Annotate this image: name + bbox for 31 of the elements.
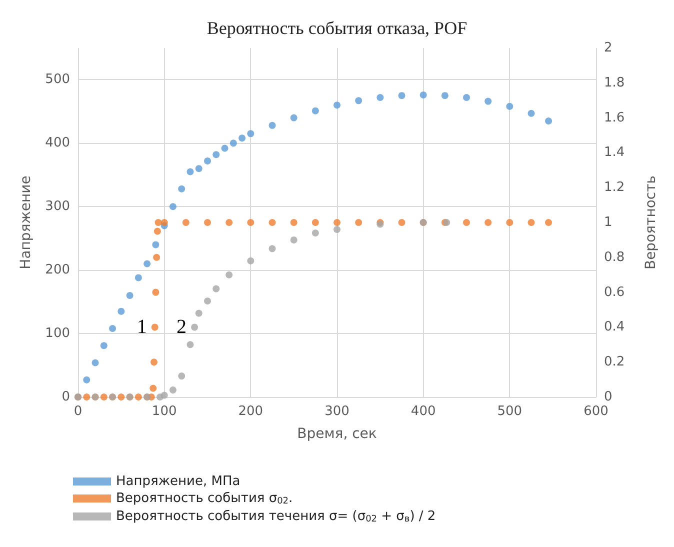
x-tick-label: 400 (410, 404, 436, 419)
chart-title: Вероятность события отказа, POF (206, 18, 468, 38)
y2-tick-label: 1.2 (604, 180, 625, 196)
legend-label: Напряжение, МПа (116, 474, 240, 489)
annotation: 2 (176, 316, 187, 338)
y2-tick-label: 1.8 (604, 75, 625, 90)
y-tick-label: 0 (62, 390, 70, 404)
x-tick-label: 500 (497, 404, 522, 419)
x-tick-label: 0 (74, 404, 82, 419)
y2-tick-label: 0 (604, 390, 612, 404)
y-tick-label: 400 (45, 136, 70, 151)
y2-axis-title: Вероятность (643, 175, 659, 270)
y2-tick-label: 0.4 (604, 320, 625, 335)
y-tick-label: 100 (45, 326, 70, 342)
x-tick-label: 300 (324, 404, 350, 419)
y2-tick-label: 2 (604, 40, 612, 56)
x-tick-label: 200 (238, 404, 264, 419)
y-tick-label: 500 (45, 72, 70, 88)
y2-tick-label: 0.8 (604, 250, 625, 265)
annotation: 1 (136, 316, 147, 338)
y-axis-title: Напряжение (18, 176, 34, 270)
y2-tick-label: 1.4 (604, 145, 625, 160)
y-tick-label: 300 (45, 199, 70, 214)
y-tick-label: 200 (45, 262, 70, 278)
y2-tick-label: 0.2 (604, 354, 625, 370)
y2-tick-label: 1 (604, 215, 612, 230)
y2-tick-label: 1.6 (604, 110, 625, 126)
y2-tick-label: 0.6 (604, 284, 625, 300)
x-tick-label: 100 (152, 404, 177, 419)
x-tick-label: 600 (584, 404, 608, 419)
x-axis-title: Время, сек (297, 426, 377, 442)
